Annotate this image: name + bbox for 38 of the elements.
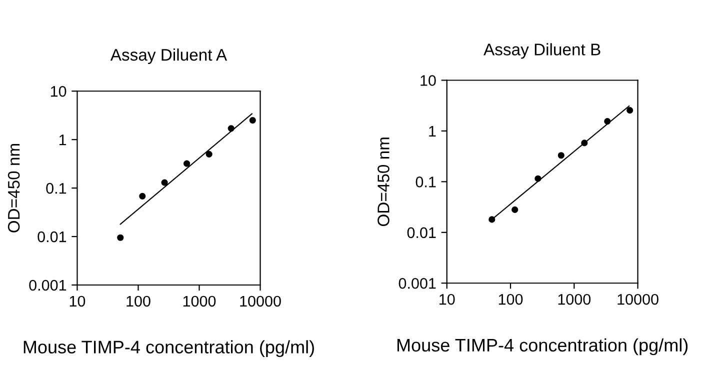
- y-tick-label: 1: [429, 126, 436, 137]
- x-tick-label: 10: [440, 294, 455, 305]
- x-tick-label: 10: [70, 296, 86, 307]
- point: [228, 125, 234, 132]
- point: [512, 206, 518, 214]
- x-tick-label: 10000: [240, 296, 281, 307]
- point: [558, 152, 564, 159]
- x-axis-title: Mouse TIMP-4 concentration (pg/ml): [24, 340, 314, 358]
- x-tick-label: 10000: [618, 294, 658, 305]
- chart-title: Assay Diluent A: [110, 48, 228, 64]
- y-tick-label: 0.01: [38, 231, 66, 242]
- y-axis-title: OD=450 nm: [8, 144, 20, 232]
- point: [534, 175, 542, 182]
- x-tick-label: 100: [126, 296, 150, 307]
- x-tick-label: 1000: [183, 296, 216, 307]
- point: [206, 150, 212, 158]
- y-tick-label: 10: [50, 86, 66, 97]
- y-tick-label: 1: [59, 134, 66, 146]
- point: [139, 192, 146, 200]
- point: [249, 117, 256, 124]
- y-tick-label: 0.001: [398, 278, 436, 289]
- point: [488, 216, 496, 223]
- chart-title: Assay Diluent B: [484, 43, 600, 59]
- y-tick-label: 0.001: [29, 280, 66, 291]
- point: [184, 160, 190, 167]
- x-tick-label: 1000: [558, 294, 591, 305]
- x-tick-label: 100: [498, 294, 523, 305]
- y-tick-label: 0.1: [46, 182, 66, 194]
- point: [581, 140, 588, 146]
- point: [161, 179, 168, 186]
- y-tick-label: 0.1: [416, 176, 436, 188]
- y-tick-label: 10: [420, 75, 436, 86]
- point: [604, 118, 611, 125]
- y-axis-title: OD=450 nm: [378, 138, 390, 226]
- y-tick-label: 0.01: [407, 227, 436, 238]
- point: [626, 107, 634, 114]
- point: [117, 234, 124, 241]
- x-axis-title: Mouse TIMP-4 concentration (pg/ml): [397, 338, 688, 356]
